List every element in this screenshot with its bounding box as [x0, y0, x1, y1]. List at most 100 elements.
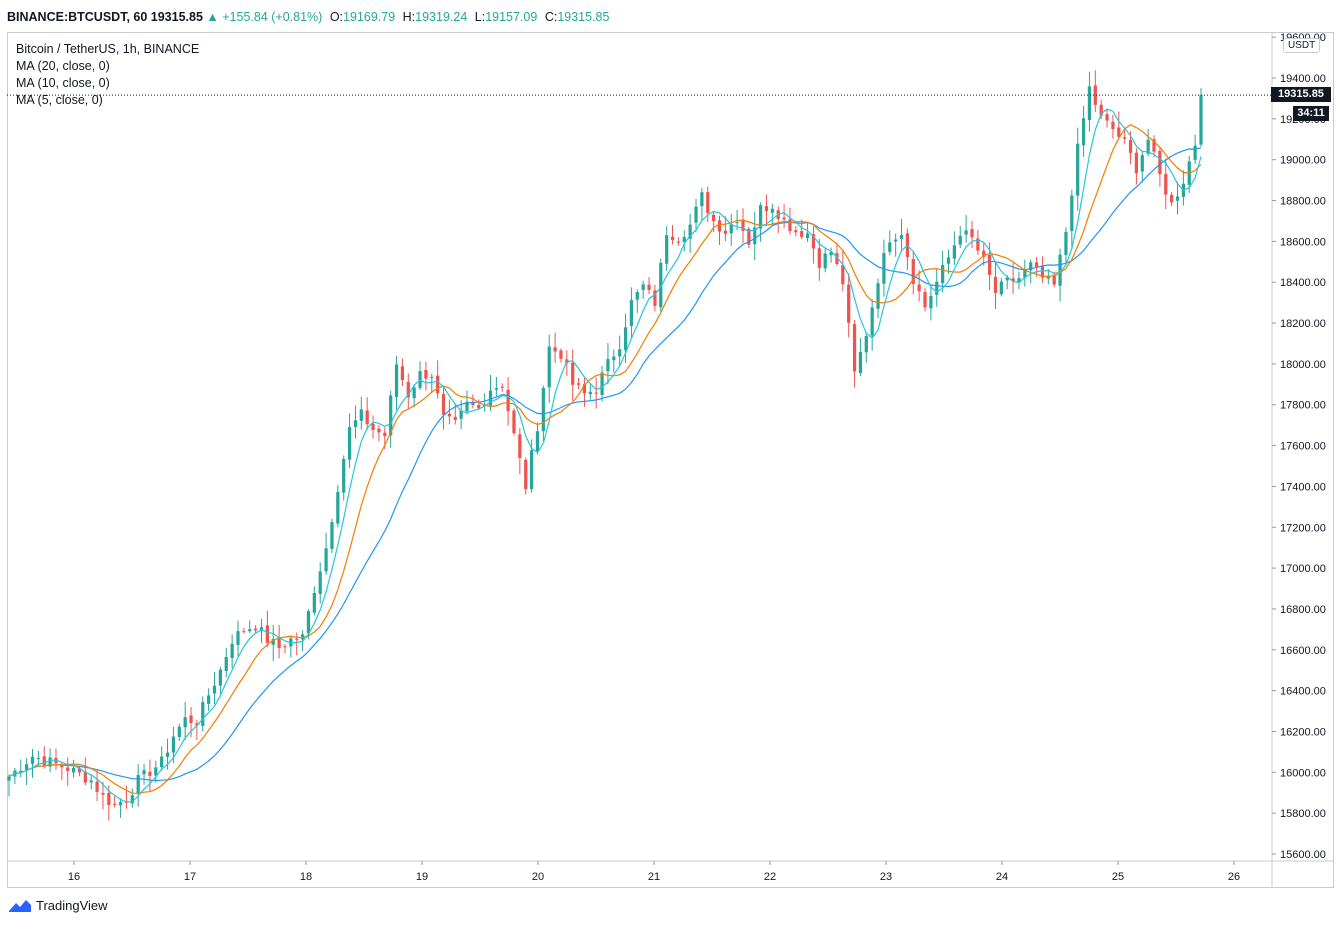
candle-body: [195, 723, 199, 726]
x-tick-label: 20: [532, 871, 544, 883]
candle-body: [894, 239, 898, 242]
currency-unit-button[interactable]: USDT: [1283, 38, 1321, 53]
candle-body: [747, 228, 751, 245]
candle-body: [647, 284, 651, 290]
candle-body: [318, 571, 322, 594]
candle-body: [506, 389, 510, 412]
candle-body: [42, 756, 46, 766]
candle-body: [447, 413, 452, 417]
x-tick-label: 26: [1228, 871, 1240, 883]
legend-title[interactable]: Bitcoin / TetherUS, 1h, BINANCE: [16, 42, 200, 56]
candle-body: [987, 255, 992, 275]
candle-body: [817, 248, 821, 268]
candle-body: [236, 631, 240, 645]
candle-body: [224, 656, 228, 672]
candle-body: [436, 375, 440, 394]
candle-body: [1040, 266, 1045, 278]
candle-body: [424, 369, 428, 379]
candle-body: [477, 404, 481, 409]
candle-body: [1099, 104, 1103, 116]
y-tick-label: 16600.00: [1280, 645, 1326, 657]
candle-body: [635, 292, 639, 300]
x-tick-label: 18: [300, 871, 312, 883]
candle-body: [19, 770, 23, 772]
candle-body: [788, 219, 792, 232]
candle-body: [700, 192, 704, 207]
candle-body: [66, 767, 70, 771]
candle-body: [541, 388, 545, 432]
candle-body: [271, 638, 275, 645]
candle-body: [306, 611, 311, 634]
candle-body: [1170, 194, 1174, 203]
candle-body: [518, 434, 522, 458]
candle-body: [36, 757, 40, 759]
candle-body: [89, 780, 93, 783]
legend-ma10[interactable]: MA (10, close, 0): [16, 76, 110, 90]
candle-body: [858, 351, 863, 374]
candle-body: [582, 384, 587, 394]
candle-body: [365, 410, 369, 425]
candle-body: [999, 281, 1003, 295]
candle-body: [283, 646, 287, 648]
symbol-label[interactable]: BINANCE:BTCUSDT, 60: [7, 10, 148, 24]
candle-body: [359, 409, 363, 421]
low-value: 19157.09: [485, 10, 538, 24]
candle-body: [1093, 85, 1097, 105]
candle-body: [641, 284, 645, 291]
legend-ma20[interactable]: MA (20, close, 0): [16, 59, 110, 73]
candle-body: [524, 459, 528, 490]
candle-body: [189, 715, 193, 723]
candle-body: [500, 386, 504, 388]
ma20-line: [8, 147, 1202, 782]
candle-body: [207, 695, 211, 704]
candle-body: [1052, 275, 1056, 285]
candle-body: [606, 359, 610, 372]
candle-body: [758, 205, 763, 229]
candle-body: [488, 390, 493, 406]
candle-body: [418, 371, 422, 388]
y-tick-label: 18000.00: [1280, 359, 1326, 371]
candle-body: [688, 224, 692, 239]
x-tick-label: 25: [1112, 871, 1124, 883]
candle-body: [277, 637, 281, 649]
candle-body: [353, 420, 358, 427]
candle-body: [659, 262, 663, 308]
candle-body: [1064, 231, 1068, 255]
low-label: L:: [474, 10, 486, 24]
candle-body: [970, 229, 974, 238]
candle-body: [254, 628, 258, 631]
x-tick-label: 21: [648, 871, 660, 883]
legend-ma5[interactable]: MA (5, close, 0): [16, 93, 103, 107]
candle-body: [95, 781, 99, 792]
y-tick-label: 18600.00: [1280, 236, 1326, 248]
candle-body: [993, 276, 998, 293]
candle-body: [1011, 278, 1015, 282]
candle-body: [300, 634, 305, 640]
tradingview-icon: [9, 899, 31, 912]
candle-body: [512, 410, 516, 434]
candle-body: [876, 283, 880, 309]
x-tick-label: 24: [996, 871, 1008, 883]
candle-body: [160, 756, 164, 768]
candle-body: [465, 401, 469, 412]
candle-body: [394, 364, 399, 398]
symbol-header: BINANCE:BTCUSDT, 60 19315.85 ▲ +155.84 (…: [7, 10, 609, 24]
candle-body: [1058, 254, 1062, 286]
y-tick-label: 16000.00: [1280, 767, 1326, 779]
candle-body: [941, 264, 945, 284]
candle-body: [412, 387, 416, 399]
tradingview-logo[interactable]: TradingView: [8, 898, 108, 913]
candle-body: [171, 736, 176, 753]
candle-body: [1152, 139, 1156, 152]
candle-body: [976, 238, 980, 251]
candle-body: [559, 350, 563, 359]
x-tick-label: 23: [880, 871, 892, 883]
candle-body: [852, 324, 857, 372]
close-label: C:: [544, 10, 558, 24]
candle-body: [136, 775, 140, 794]
candle-body: [230, 643, 234, 659]
y-tick-label: 16200.00: [1280, 726, 1326, 738]
candle-body: [30, 756, 35, 764]
candle-body: [1123, 137, 1127, 139]
